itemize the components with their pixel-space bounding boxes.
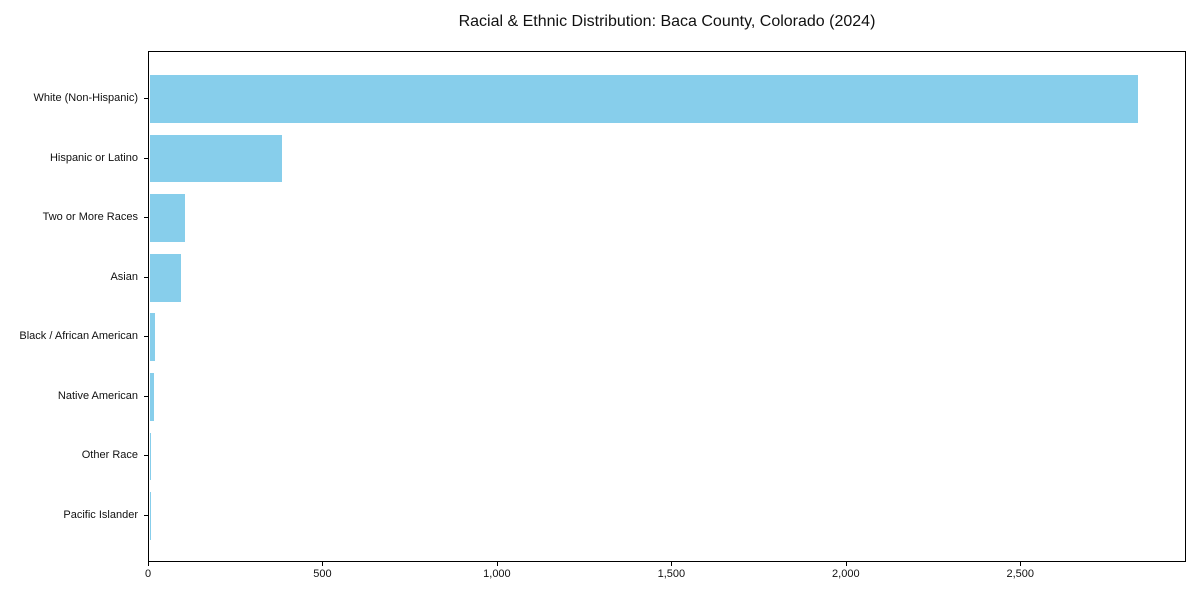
x-tick-mark <box>845 562 847 566</box>
x-tick-label: 500 <box>313 568 332 580</box>
x-tick-label: 1,000 <box>483 568 511 580</box>
y-tick-mark <box>144 514 148 516</box>
bar <box>150 313 155 362</box>
bar <box>150 432 152 481</box>
y-tick-mark <box>144 336 148 338</box>
y-tick-label: Native American <box>57 389 138 402</box>
bar <box>150 373 155 421</box>
y-tick-mark <box>144 395 148 397</box>
y-tick-label: Two or More Races <box>42 211 138 224</box>
bar <box>150 134 282 183</box>
x-tick-mark <box>148 562 149 566</box>
x-tick-mark <box>322 562 324 566</box>
bar <box>150 253 182 302</box>
y-tick-label: Asian <box>110 270 138 283</box>
chart-title: Racial & Ethnic Distribution: Baca Count… <box>458 13 876 30</box>
x-tick-label: 0 <box>144 568 152 580</box>
x-tick-mark <box>671 562 673 566</box>
y-tick-label: Pacific Islander <box>63 508 138 521</box>
y-tick-label: Hispanic or Latino <box>49 151 138 164</box>
x-tick-mark <box>496 562 498 566</box>
y-tick-mark <box>144 217 148 219</box>
y-tick-label: White (Non-Hispanic) <box>33 92 138 105</box>
y-tick-mark <box>144 157 148 159</box>
bar <box>150 194 185 242</box>
x-tick-label: 2,000 <box>832 568 860 580</box>
plot-area <box>148 51 1186 562</box>
bar <box>150 75 1139 123</box>
x-tick-label: 1,500 <box>657 568 686 580</box>
y-tick-mark <box>144 276 148 278</box>
x-tick-mark <box>1020 562 1022 566</box>
y-tick-mark <box>144 455 148 457</box>
x-tick-label: 2,500 <box>1006 568 1035 580</box>
y-tick-mark <box>144 98 148 100</box>
y-tick-label: Other Race <box>81 449 138 462</box>
y-tick-label: Black / African American <box>19 330 138 343</box>
